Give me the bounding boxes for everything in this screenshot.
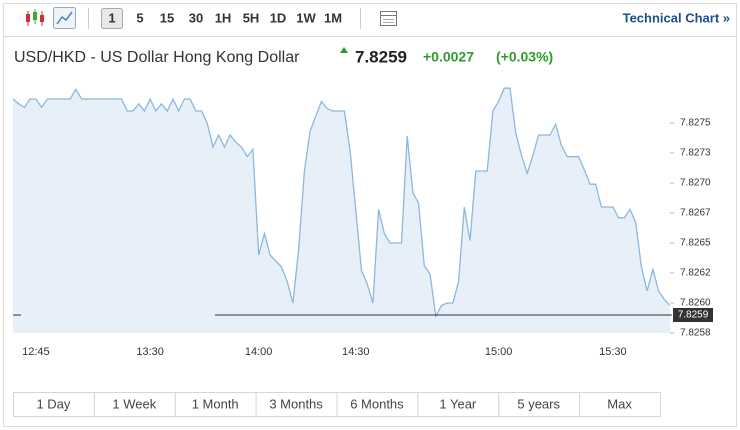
candle-icon[interactable] (26, 9, 44, 26)
range-tab[interactable] (579, 392, 661, 417)
x-tick-label: 14:30 (342, 346, 370, 358)
x-tick-label: 12:45 (22, 346, 50, 358)
interval-button[interactable]: 1M (324, 10, 342, 25)
interval-button[interactable]: 5 (136, 10, 143, 25)
range-tab-label[interactable]: 6 Months (350, 396, 404, 411)
range-tab-label[interactable]: Max (607, 396, 632, 411)
area-fill (13, 88, 670, 333)
range-tab[interactable] (417, 392, 500, 417)
x-tick-label: 15:00 (485, 346, 513, 358)
interval-button[interactable]: 1D (270, 10, 287, 25)
up-arrow (340, 47, 348, 53)
range-tab[interactable] (498, 392, 581, 417)
y-tick-label: 7.8265 (680, 238, 711, 249)
range-tab-label[interactable]: 1 Day (36, 396, 70, 411)
interval-button[interactable]: 1 (108, 10, 115, 25)
y-tick-label: 7.8262 (680, 268, 711, 279)
y-tick-label: 7.8260 (680, 298, 711, 309)
calendar-icon[interactable] (380, 11, 397, 26)
interval-button[interactable]: 1W (296, 10, 316, 25)
x-tick-label: 14:00 (245, 346, 273, 358)
y-tick-label: 7.8275 (680, 118, 711, 129)
x-tick-label: 13:30 (136, 346, 164, 358)
price: 7.8259 (355, 47, 407, 66)
change: +0.0027 (423, 49, 474, 65)
range-tab[interactable] (93, 392, 176, 417)
y-tick-label: 7.8267 (680, 208, 711, 219)
range-tab-label[interactable]: 1 Week (112, 396, 156, 411)
last-price-label: 7.8259 (678, 310, 709, 321)
line-icon[interactable] (53, 7, 76, 29)
interval-button[interactable]: 1H (215, 10, 232, 25)
range-tab[interactable] (174, 392, 257, 417)
range-tab[interactable] (13, 392, 95, 417)
range-tab[interactable] (336, 392, 419, 417)
y-tick-label: 7.8273 (680, 148, 711, 159)
interval-button[interactable]: 15 (160, 10, 174, 25)
range-tab-label[interactable]: 1 Year (439, 396, 477, 411)
instrument-title: USD/HKD - US Dollar Hong Kong Dollar (14, 49, 300, 66)
range-tab-label[interactable]: 1 Month (192, 396, 239, 411)
interval-button[interactable]: 30 (189, 10, 203, 25)
interval-button[interactable]: 5H (243, 10, 260, 25)
y-tick-label: 7.8270 (680, 178, 711, 189)
range-tab-label[interactable]: 5 years (517, 396, 560, 411)
price-line (12, 87, 671, 319)
selected-interval (101, 8, 123, 29)
change-percent: (+0.03%) (496, 49, 553, 65)
y-tick-label: 7.8258 (680, 328, 711, 339)
x-tick-label: 15:30 (599, 346, 627, 358)
technical-chart-link[interactable]: Technical Chart » (623, 10, 730, 25)
range-tab-label[interactable]: 3 Months (269, 396, 323, 411)
last-price-box (673, 308, 713, 322)
